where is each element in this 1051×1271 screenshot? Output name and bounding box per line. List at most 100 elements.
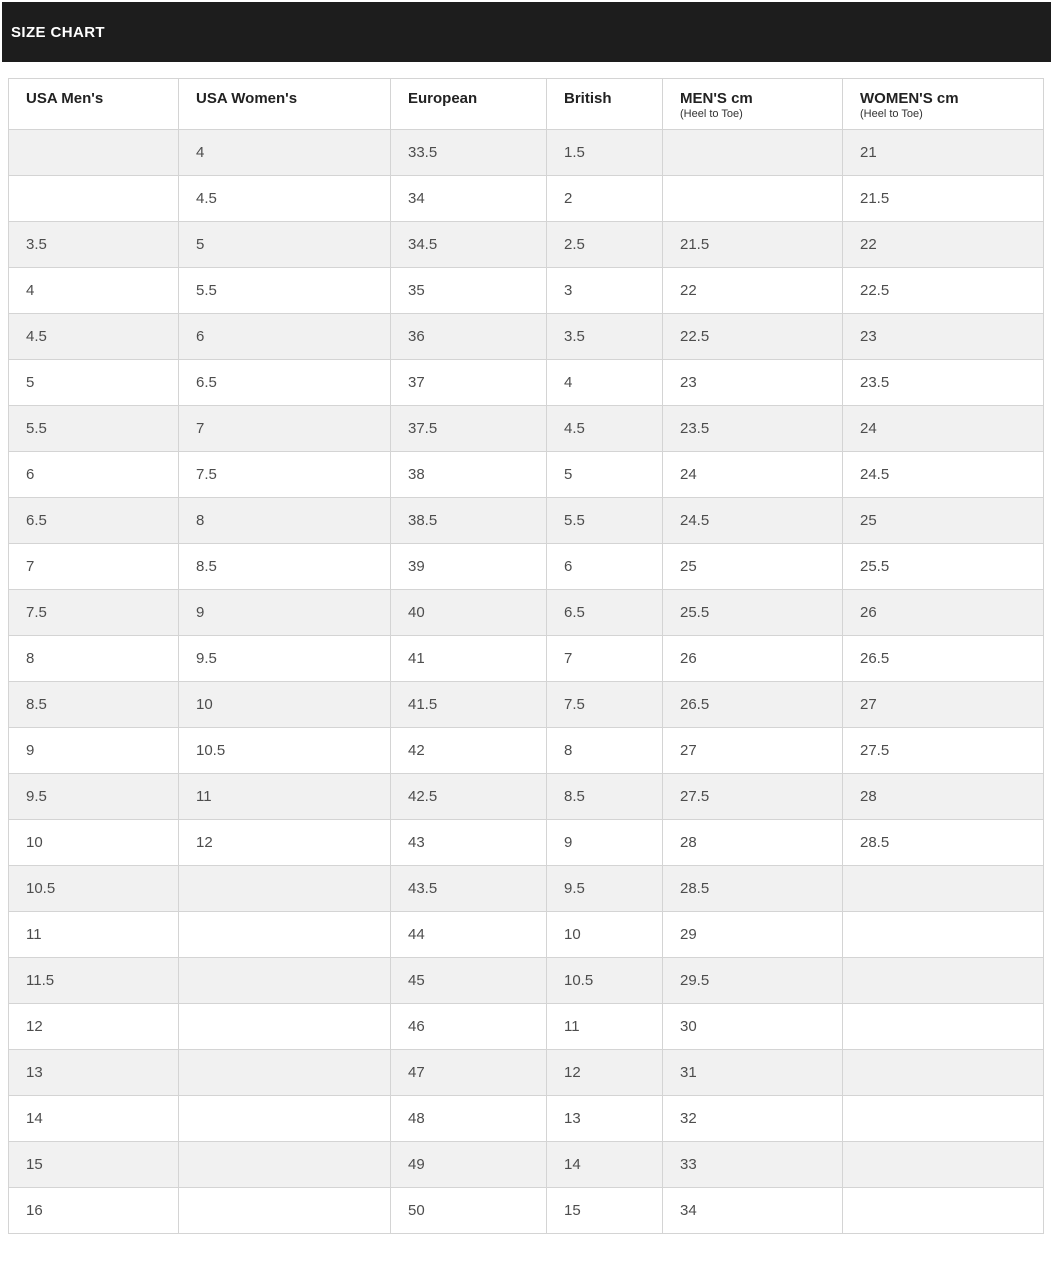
cell-usa-mens: 7.5	[8, 589, 179, 636]
cell-womens-cm: 21	[842, 129, 1044, 176]
table-row: 10.5 43.5 9.5 28.5	[8, 865, 1044, 912]
cell-usa-mens: 3.5	[8, 221, 179, 268]
cell-british: 12	[546, 1049, 663, 1096]
table-row: 10 12 43 9 28 28.5	[8, 819, 1044, 866]
cell-mens-cm: 24	[662, 451, 843, 498]
cell-usa-mens	[8, 129, 179, 176]
table-row: 13 47 12 31	[8, 1049, 1044, 1096]
column-header-label: MEN'S cm	[680, 90, 753, 107]
cell-european: 41.5	[390, 681, 547, 728]
cell-british: 9.5	[546, 865, 663, 912]
column-header-sublabel: (Heel to Toe)	[860, 108, 923, 120]
cell-european: 43	[390, 819, 547, 866]
cell-usa-mens: 14	[8, 1095, 179, 1142]
table-row: 5.5 7 37.5 4.5 23.5 24	[8, 405, 1044, 452]
cell-british: 8.5	[546, 773, 663, 820]
cell-european: 38	[390, 451, 547, 498]
cell-european: 37	[390, 359, 547, 406]
table-header-row: USA Men's USA Women's European British MEN'S…	[8, 78, 1044, 130]
cell-usa-womens: 9.5	[178, 635, 391, 682]
cell-usa-mens: 9	[8, 727, 179, 774]
cell-mens-cm: 26	[662, 635, 843, 682]
cell-usa-womens: 7.5	[178, 451, 391, 498]
column-header-sublabel: (Heel to Toe)	[680, 108, 743, 120]
cell-mens-cm: 28.5	[662, 865, 843, 912]
column-header-womens-cm: WOMEN'S cm (Heel to Toe)	[842, 78, 1044, 130]
cell-british: 2.5	[546, 221, 663, 268]
cell-usa-womens: 9	[178, 589, 391, 636]
cell-mens-cm: 21.5	[662, 221, 843, 268]
cell-usa-mens: 8.5	[8, 681, 179, 728]
cell-womens-cm: 23	[842, 313, 1044, 360]
table-row: 9.5 11 42.5 8.5 27.5 28	[8, 773, 1044, 820]
cell-european: 49	[390, 1141, 547, 1188]
cell-usa-mens: 6	[8, 451, 179, 498]
cell-mens-cm: 23	[662, 359, 843, 406]
cell-european: 48	[390, 1095, 547, 1142]
table-row: 6 7.5 38 5 24 24.5	[8, 451, 1044, 498]
cell-european: 34.5	[390, 221, 547, 268]
size-chart-title: SIZE CHART	[11, 23, 105, 41]
cell-british: 9	[546, 819, 663, 866]
cell-womens-cm	[842, 1003, 1044, 1050]
cell-usa-womens	[178, 911, 391, 958]
cell-european: 36	[390, 313, 547, 360]
cell-british: 5.5	[546, 497, 663, 544]
cell-mens-cm: 24.5	[662, 497, 843, 544]
table-row: 5 6.5 37 4 23 23.5	[8, 359, 1044, 406]
cell-mens-cm: 27.5	[662, 773, 843, 820]
cell-womens-cm	[842, 1141, 1044, 1188]
table-row: 11.5 45 10.5 29.5	[8, 957, 1044, 1004]
cell-mens-cm: 25.5	[662, 589, 843, 636]
cell-usa-womens	[178, 1187, 391, 1234]
cell-european: 41	[390, 635, 547, 682]
cell-womens-cm: 26	[842, 589, 1044, 636]
table-row: 7.5 9 40 6.5 25.5 26	[8, 589, 1044, 636]
cell-usa-mens: 4.5	[8, 313, 179, 360]
cell-usa-womens: 8	[178, 497, 391, 544]
cell-mens-cm: 26.5	[662, 681, 843, 728]
cell-womens-cm: 24.5	[842, 451, 1044, 498]
cell-british: 13	[546, 1095, 663, 1142]
cell-womens-cm: 27	[842, 681, 1044, 728]
cell-british: 1.5	[546, 129, 663, 176]
cell-usa-womens	[178, 1049, 391, 1096]
cell-british: 4	[546, 359, 663, 406]
cell-womens-cm: 24	[842, 405, 1044, 452]
cell-british: 2	[546, 175, 663, 222]
cell-usa-womens	[178, 1095, 391, 1142]
cell-usa-womens: 6	[178, 313, 391, 360]
cell-usa-womens: 11	[178, 773, 391, 820]
table-row: 16 50 15 34	[8, 1187, 1044, 1234]
cell-usa-womens: 10.5	[178, 727, 391, 774]
cell-womens-cm: 22.5	[842, 267, 1044, 314]
cell-usa-mens: 9.5	[8, 773, 179, 820]
column-header-label: British	[564, 90, 612, 107]
cell-womens-cm: 21.5	[842, 175, 1044, 222]
cell-usa-mens: 11.5	[8, 957, 179, 1004]
cell-british: 8	[546, 727, 663, 774]
cell-usa-mens: 4	[8, 267, 179, 314]
cell-european: 42	[390, 727, 547, 774]
cell-womens-cm	[842, 1049, 1044, 1096]
table-row: 11 44 10 29	[8, 911, 1044, 958]
cell-usa-womens: 5	[178, 221, 391, 268]
cell-usa-mens	[8, 175, 179, 222]
cell-womens-cm: 28	[842, 773, 1044, 820]
cell-european: 47	[390, 1049, 547, 1096]
table-row: 4 5.5 35 3 22 22.5	[8, 267, 1044, 314]
cell-european: 37.5	[390, 405, 547, 452]
column-header-mens-cm: MEN'S cm (Heel to Toe)	[662, 78, 843, 130]
table-row: 4.5 34 2 21.5	[8, 175, 1044, 222]
size-chart-header-bar: SIZE CHART	[2, 2, 1051, 62]
column-header-british: British	[546, 78, 663, 130]
table-row: 6.5 8 38.5 5.5 24.5 25	[8, 497, 1044, 544]
cell-mens-cm: 25	[662, 543, 843, 590]
cell-british: 4.5	[546, 405, 663, 452]
column-header-label: USA Women's	[196, 90, 298, 107]
cell-womens-cm: 22	[842, 221, 1044, 268]
cell-womens-cm	[842, 1187, 1044, 1234]
cell-european: 45	[390, 957, 547, 1004]
cell-european: 34	[390, 175, 547, 222]
cell-womens-cm: 27.5	[842, 727, 1044, 774]
